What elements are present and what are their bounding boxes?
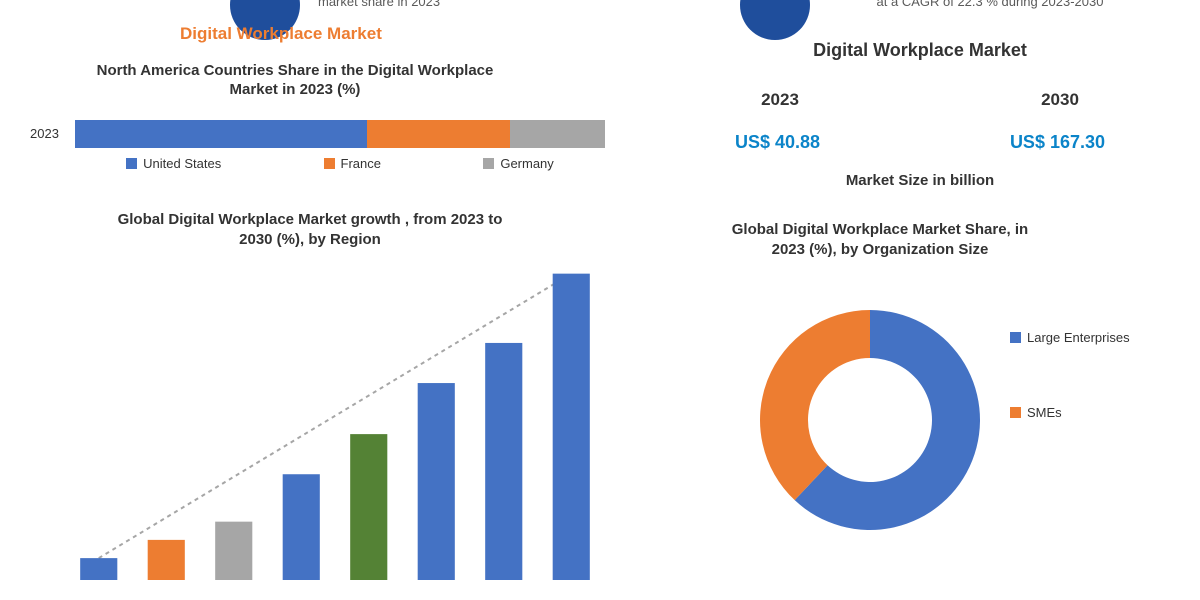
legend-item: Large Enterprises [1010,330,1130,345]
stacked-bar [75,120,605,148]
legend-swatch [126,158,137,169]
donut-chart [750,300,990,540]
donut-title: Global Digital Workplace Market Share, i… [720,220,1040,259]
right-panel-title: Digital Workplace Market [640,40,1200,61]
year-row: 2023 2030 [640,90,1200,110]
value-row: US$ 40.88 US$ 167.30 [640,132,1200,153]
legend-swatch [1010,332,1021,343]
badge-caption: at a CAGR of 22.3 % during 2023-2030 [825,0,1155,9]
stacked-bar-segment [367,120,510,148]
market-value: US$ 167.30 [1010,132,1105,153]
legend-item: Germany [483,156,553,171]
stacked-bar-segment [510,120,605,148]
legend-label: United States [143,156,221,171]
main-title: Digital Workplace Market [180,24,382,44]
growth-bar [148,540,185,580]
stacked-bar-year: 2023 [30,126,59,141]
legend-item: United States [126,156,221,171]
growth-bar-title: Global Digital Workplace Market growth ,… [100,210,520,249]
legend-item: France [324,156,381,171]
growth-bar [418,383,455,580]
market-value: US$ 40.88 [735,132,820,153]
growth-bar-svg [55,260,615,590]
donut-legend: Large Enterprises SMEs [1010,330,1130,480]
legend-label: SMEs [1027,405,1062,420]
legend-label: Large Enterprises [1027,330,1130,345]
badge-icon [740,0,810,40]
growth-bar [350,434,387,580]
donut-slice [760,310,870,500]
legend-swatch [1010,407,1021,418]
growth-bar [553,274,590,580]
growth-bar [80,558,117,580]
legend-label: France [341,156,381,171]
stacked-bar-legend: United States France Germany [75,156,605,171]
stacked-bar-segment [75,120,367,148]
growth-bar-chart [55,260,615,590]
growth-bar [215,522,252,580]
legend-swatch [483,158,494,169]
year-label: 2023 [761,90,799,110]
legend-item: SMEs [1010,405,1130,420]
legend-label: Germany [500,156,553,171]
donut-svg [750,300,990,540]
stacked-bar-title: North America Countries Share in the Dig… [80,62,510,100]
legend-swatch [324,158,335,169]
year-label: 2030 [1041,90,1079,110]
growth-bar [283,474,320,580]
value-caption: Market Size in billion [640,172,1200,189]
badge-caption: market share in 2023 [318,0,440,9]
left-column: market share in 2023 Digital Workplace M… [0,0,640,600]
right-column: at a CAGR of 22.3 % during 2023-2030 Dig… [640,0,1200,600]
growth-bar [485,343,522,580]
